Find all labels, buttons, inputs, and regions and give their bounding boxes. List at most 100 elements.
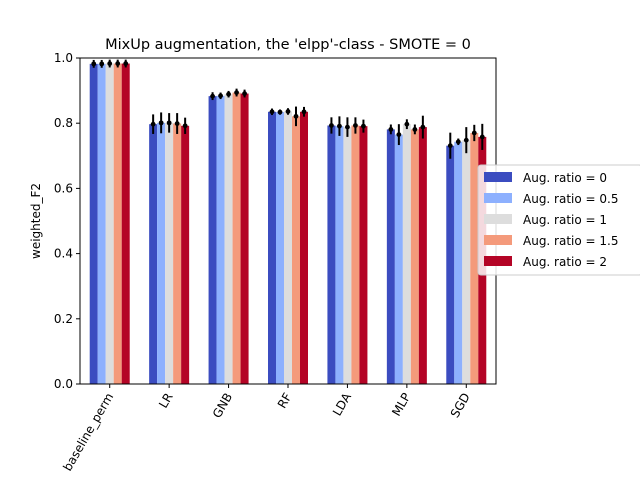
bar xyxy=(351,125,360,385)
x-axis: baseline_perm LR GNB RF LDA MLP SGD xyxy=(60,384,473,473)
bar xyxy=(105,63,114,385)
y-tick-label: 0.0 xyxy=(54,377,73,391)
error-point xyxy=(479,134,485,140)
y-tick-label: 0.8 xyxy=(54,116,73,130)
x-tick-label: RF xyxy=(275,390,295,410)
error-point xyxy=(396,132,402,138)
error-point xyxy=(345,124,350,130)
bar xyxy=(157,122,166,385)
bar xyxy=(470,132,479,384)
y-tick-label: 0.6 xyxy=(54,181,73,195)
bar xyxy=(232,92,241,384)
error-point xyxy=(107,61,113,66)
bar xyxy=(89,63,98,384)
y-tick-label: 0.2 xyxy=(54,312,73,326)
error-point xyxy=(285,109,291,114)
error-point xyxy=(242,91,247,96)
legend-label: Aug. ratio = 0.5 xyxy=(523,192,619,206)
bar xyxy=(454,141,463,384)
bar xyxy=(121,63,130,385)
error-point xyxy=(99,61,105,67)
error-point xyxy=(463,137,469,143)
bar xyxy=(181,125,190,385)
legend-swatch xyxy=(484,235,512,245)
bar xyxy=(224,94,233,384)
error-point xyxy=(158,120,164,126)
bar xyxy=(410,129,419,384)
bar xyxy=(394,134,403,384)
bar xyxy=(276,112,284,384)
error-point xyxy=(301,109,307,115)
x-tick-label: MLP xyxy=(389,391,413,419)
x-tick-label: LR xyxy=(156,391,176,411)
bar xyxy=(327,125,336,385)
y-tick-label: 1.0 xyxy=(54,51,73,65)
legend-label: Aug. ratio = 1 xyxy=(523,213,607,227)
bar xyxy=(240,93,249,384)
bar xyxy=(462,140,471,384)
error-point xyxy=(293,113,299,119)
error-point xyxy=(150,121,156,127)
x-tick-label: GNB xyxy=(210,391,235,421)
y-tick-label: 0.4 xyxy=(54,247,73,261)
bar xyxy=(284,111,292,385)
error-point xyxy=(420,124,426,130)
bar xyxy=(386,129,395,384)
y-axis-label: weighted_F2 xyxy=(29,183,43,259)
legend-label: Aug. ratio = 2 xyxy=(523,255,607,269)
bar xyxy=(149,124,158,384)
error-point xyxy=(404,121,410,127)
error-point xyxy=(123,61,129,66)
error-point xyxy=(210,93,215,99)
error-point xyxy=(329,123,334,128)
bars-layer xyxy=(89,63,487,385)
error-point xyxy=(91,61,97,67)
legend-swatch xyxy=(484,172,512,182)
bar xyxy=(359,126,368,384)
bar xyxy=(446,145,455,384)
legend-label: Aug. ratio = 0 xyxy=(523,171,607,185)
x-tick-label: baseline_perm xyxy=(60,391,116,474)
error-point xyxy=(471,130,477,136)
y-axis: 0.0 0.2 0.4 0.6 0.8 1.0 xyxy=(54,51,80,391)
bar xyxy=(300,111,308,384)
error-point xyxy=(182,123,188,129)
bar xyxy=(216,95,225,384)
error-point xyxy=(174,121,180,126)
error-point xyxy=(388,126,394,132)
bar xyxy=(402,124,411,384)
error-point xyxy=(447,143,453,149)
x-tick-label: LDA xyxy=(330,390,354,418)
legend-frame xyxy=(477,164,640,276)
legend: Aug. ratio = 0 Aug. ratio = 0.5 Aug. ratio… xyxy=(477,164,640,276)
legend-label: Aug. ratio = 1.5 xyxy=(523,234,619,248)
bar xyxy=(208,96,217,384)
error-point xyxy=(218,93,223,99)
error-point xyxy=(455,139,461,145)
x-tick-label: SGD xyxy=(448,391,473,421)
error-point xyxy=(234,90,239,95)
bar xyxy=(343,127,352,384)
bar xyxy=(418,127,427,384)
chart-title: MixUp augmentation, the 'elpp'-class - S… xyxy=(105,37,471,53)
error-point xyxy=(269,109,275,115)
legend-swatch xyxy=(484,214,512,224)
bar xyxy=(268,111,276,384)
error-point xyxy=(277,109,283,115)
error-point xyxy=(361,123,366,129)
bar xyxy=(292,116,300,384)
bar xyxy=(165,122,174,385)
legend-swatch xyxy=(484,193,512,203)
bar xyxy=(113,63,122,385)
error-point xyxy=(353,123,358,128)
error-point xyxy=(412,126,418,132)
error-bars-layer xyxy=(91,59,485,159)
legend-swatch xyxy=(484,256,512,266)
bar xyxy=(335,126,344,384)
bar xyxy=(97,63,106,384)
error-point xyxy=(166,120,172,126)
error-point xyxy=(115,61,121,66)
error-point xyxy=(226,91,231,97)
bar xyxy=(173,123,182,384)
